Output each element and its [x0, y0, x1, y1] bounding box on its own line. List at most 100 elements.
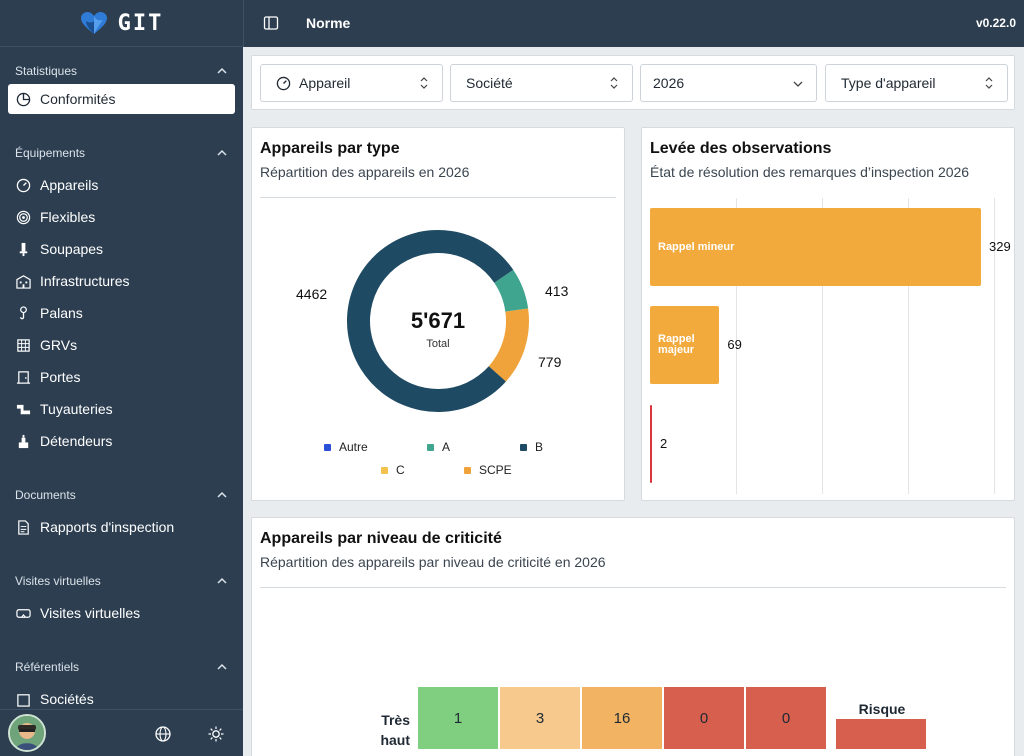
donut-slice-a[interactable]	[494, 269, 529, 312]
card-title: Appareils par niveau de criticité	[260, 530, 502, 547]
pipe-icon	[16, 404, 31, 414]
sidebar-item-label: Palans	[40, 305, 83, 321]
page-title: Norme	[306, 15, 351, 31]
chevron-updown-icon	[985, 77, 993, 89]
version-label: v0.22.0	[975, 16, 1016, 30]
sidebar-toggle-icon[interactable]	[263, 15, 279, 31]
section-documents[interactable]: Documents	[0, 484, 243, 506]
section-visites[interactable]: Visites virtuelles	[0, 570, 243, 592]
year-select[interactable]: 2026	[640, 64, 817, 102]
donut-total-value: 5'671	[411, 308, 465, 333]
heatmap-cell[interactable]: 1	[418, 687, 498, 749]
legend-label: SCPE	[479, 463, 512, 477]
pie-chart-icon	[16, 92, 31, 106]
sidebar-item-infrastructures[interactable]: Infrastructures	[8, 266, 235, 296]
heatmap-cell[interactable]: 16	[582, 687, 662, 749]
sidebar-footer	[0, 709, 243, 756]
divider	[260, 587, 1006, 588]
sidebar-item-appareils[interactable]: Appareils	[8, 170, 235, 200]
avatar[interactable]	[8, 714, 46, 752]
valve-icon	[19, 242, 28, 256]
sidebar-item-conformites[interactable]: Conformités	[8, 84, 235, 114]
sidebar-item-tuyauteries[interactable]: Tuyauteries	[8, 394, 235, 424]
gridline	[822, 198, 823, 494]
bar[interactable]: Rappel mineur	[650, 208, 981, 286]
section-title: Visites virtuelles	[15, 574, 101, 588]
chevron-updown-icon	[420, 77, 428, 89]
gauge-icon	[16, 178, 31, 192]
sidebar-item-societes[interactable]: Sociétés	[8, 684, 235, 714]
sidebar-item-label: Conformités	[40, 91, 116, 107]
sidebar-item-flexibles[interactable]: Flexibles	[8, 202, 235, 232]
legend-swatch	[427, 443, 434, 451]
type-select[interactable]: Type d'appareil	[825, 64, 1008, 102]
container-icon	[17, 338, 30, 352]
legend-item[interactable]: SCPE	[464, 463, 512, 477]
section-statistiques[interactable]: Statistiques	[0, 60, 243, 82]
donut-label-b: 4462	[296, 286, 327, 302]
risk-swatch	[836, 719, 926, 749]
sidebar-item-label: Infrastructures	[40, 273, 130, 289]
top-bar: Norme v0.22.0	[243, 0, 1024, 47]
gridline	[994, 198, 995, 494]
legend-item[interactable]: B	[520, 440, 543, 454]
legend-label: B	[535, 440, 544, 454]
main-content: Appareil Société 2026 Type d'appareil Ap…	[243, 47, 1024, 756]
hoist-icon	[20, 305, 27, 319]
legend-item[interactable]: C	[381, 463, 405, 477]
avatar-image	[10, 716, 44, 750]
app-logo[interactable]: GIT	[0, 0, 243, 47]
donut-slice-scpe[interactable]	[488, 308, 529, 382]
heatmap-cell[interactable]: 0	[746, 687, 826, 749]
card-levee-observations: Levée des observations État de résolutio…	[641, 127, 1015, 501]
chevron-up-icon	[217, 577, 227, 584]
bar-value-label: 329	[989, 239, 1011, 254]
door-icon	[16, 370, 31, 384]
heatmap-row-label: Très haut	[370, 710, 410, 750]
sidebar-item-label: Tuyauteries	[40, 401, 113, 417]
legend-swatch	[464, 466, 471, 474]
sidebar-item-label: Détendeurs	[40, 433, 113, 449]
bar[interactable]: Rappel majeur	[650, 306, 720, 384]
document-icon	[18, 519, 29, 535]
sidebar-item-grvs[interactable]: GRVs	[8, 330, 235, 360]
sidebar-item-palans[interactable]: Palans	[8, 298, 235, 328]
sidebar-item-label: Appareils	[40, 177, 99, 193]
chevron-updown-icon	[610, 77, 618, 89]
building-icon	[16, 274, 31, 289]
card-subtitle: Répartition des appareils par niveau de …	[260, 554, 606, 570]
donut-total-label: Total	[426, 338, 449, 350]
section-referentiels[interactable]: Référentiels	[0, 656, 243, 678]
card-subtitle: Répartition des appareils en 2026	[260, 164, 470, 180]
chevron-up-icon	[217, 663, 227, 670]
appareil-select[interactable]: Appareil	[260, 64, 443, 102]
donut-label-c: 779	[538, 354, 562, 370]
legend-label: C	[396, 463, 405, 477]
sidebar-item-detendeurs[interactable]: Détendeurs	[8, 426, 235, 456]
select-value: Type d'appareil	[841, 75, 936, 91]
regulator-icon	[18, 434, 29, 448]
bar-value-label: 69	[727, 337, 742, 352]
sidebar-item-visites-virtuelles[interactable]: Visites virtuelles	[8, 598, 235, 628]
bar[interactable]	[650, 405, 652, 483]
sidebar-item-soupapes[interactable]: Soupapes	[8, 234, 235, 264]
legend-label: A	[442, 440, 451, 454]
bar-category-label: Rappel majeur	[658, 333, 695, 356]
legend-item[interactable]: A	[427, 440, 450, 454]
sidebar-item-label: Portes	[40, 369, 81, 385]
row-label-line: haut	[380, 732, 410, 748]
heatmap-cell[interactable]: 3	[500, 687, 580, 749]
sidebar-item-portes[interactable]: Portes	[8, 362, 235, 392]
globe-icon[interactable]	[154, 725, 172, 743]
sidebar-item-label: Rapports d'inspection	[40, 519, 175, 535]
select-value: 2026	[653, 75, 685, 91]
sidebar-item-label: GRVs	[40, 337, 78, 353]
chevron-up-icon	[217, 67, 227, 74]
section-equipements[interactable]: Équipements	[0, 142, 243, 164]
sidebar-item-rapports[interactable]: Rapports d'inspection	[8, 512, 235, 542]
societe-select[interactable]: Société	[450, 64, 633, 102]
legend-item[interactable]: Autre	[324, 440, 368, 454]
heatmap-cell[interactable]: 0	[664, 687, 744, 749]
bar-category-label: Rappel mineur	[658, 240, 735, 253]
sun-icon[interactable]	[207, 725, 225, 743]
